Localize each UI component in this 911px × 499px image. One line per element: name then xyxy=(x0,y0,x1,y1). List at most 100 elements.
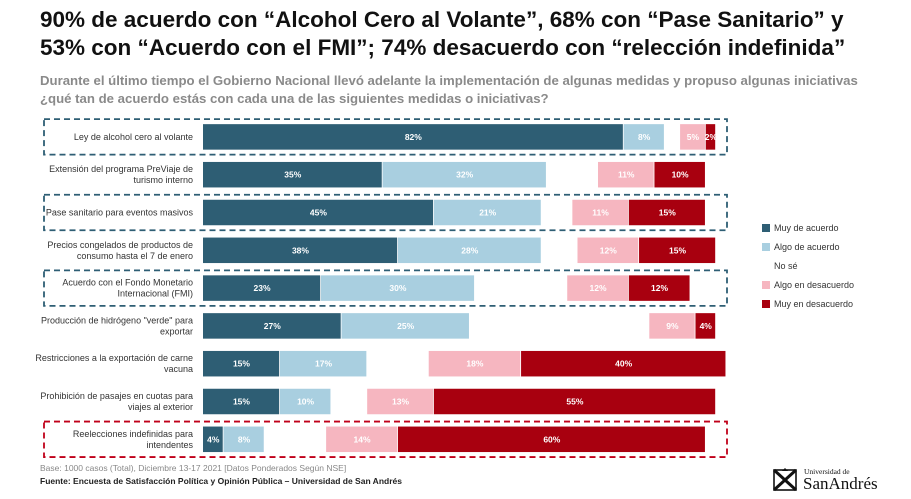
highlight-box xyxy=(43,269,728,307)
category-label: Ley de alcohol cero al volante xyxy=(74,132,193,142)
data-label: 2% xyxy=(705,132,718,142)
bar-segment xyxy=(623,124,664,150)
bar-segment xyxy=(203,199,434,226)
page-subtitle: Durante el último tiempo el Gobierno Nac… xyxy=(40,72,908,108)
base-note: Base: 1000 casos (Total), Diciembre 13-1… xyxy=(40,463,347,473)
bar-segment xyxy=(203,275,321,301)
data-label: 27% xyxy=(264,321,281,331)
bar-segment xyxy=(279,350,367,377)
bar-segment xyxy=(264,426,326,453)
bar-segment xyxy=(331,388,367,415)
category-label: Restricciones a la exportación de carne xyxy=(35,353,193,363)
bar-segment xyxy=(521,350,726,377)
bar-segment xyxy=(577,237,639,264)
bar-segment xyxy=(628,199,705,226)
data-label: 4% xyxy=(207,434,220,444)
bar-segment xyxy=(223,426,264,453)
bar-segment xyxy=(567,275,628,301)
category-label: Prohibición de pasajes en cuotas para xyxy=(40,391,193,401)
legend-swatch xyxy=(762,300,770,308)
data-label: 60% xyxy=(543,434,560,444)
bar-segment xyxy=(367,350,428,377)
bar-segment xyxy=(680,124,705,150)
title-line-2: 53% con “Acuerdo con el FMI”; 74% desacu… xyxy=(40,35,846,60)
bar-segment xyxy=(598,161,654,188)
bar-segment xyxy=(203,313,341,339)
bar-segment xyxy=(639,237,716,264)
data-label: 25% xyxy=(397,321,414,331)
data-label: 12% xyxy=(651,283,668,293)
data-label: 21% xyxy=(479,208,496,218)
data-label: 11% xyxy=(618,170,635,180)
data-label: 45% xyxy=(310,208,327,218)
category-label: Precios congelados de productos de xyxy=(47,240,193,250)
category-label: intendentes xyxy=(146,440,193,450)
bar-segment xyxy=(664,124,680,150)
category-label: turismo interno xyxy=(133,175,193,185)
category-label: exportar xyxy=(160,326,193,336)
legend-entry: Muy en desacuerdo xyxy=(774,299,853,309)
category-label: viajes al exterior xyxy=(128,402,193,412)
data-label: 13% xyxy=(392,397,409,407)
data-label: 15% xyxy=(233,359,250,369)
bar-segment xyxy=(433,199,541,226)
bar-segment xyxy=(367,388,434,415)
data-label: 17% xyxy=(315,359,332,369)
legend-entry: No sé xyxy=(774,261,798,271)
bar-segment xyxy=(203,124,623,150)
data-label: 14% xyxy=(354,434,371,444)
legend-entry: Algo en desacuerdo xyxy=(774,280,854,290)
crest-icon xyxy=(772,468,798,492)
bar-segment xyxy=(326,426,398,453)
legend-entry: Muy de acuerdo xyxy=(774,223,839,233)
category-label: Producción de hidrógeno "verde" para xyxy=(41,315,193,325)
highlight-box xyxy=(43,420,728,458)
data-label: 82% xyxy=(405,132,422,142)
category-label: Internacional (FMI) xyxy=(117,289,193,299)
category-label: vacuna xyxy=(164,364,193,374)
logo-small-text: Universidad de xyxy=(804,467,850,476)
bar-segment xyxy=(433,388,716,415)
data-label: 23% xyxy=(253,283,270,293)
data-label: 8% xyxy=(638,132,651,142)
legend-swatch xyxy=(762,281,770,289)
category-label: Extensión del programa PreViaje de xyxy=(49,164,193,174)
title-line-1: 90% de acuerdo con “Alcohol Cero al Vola… xyxy=(40,7,844,32)
data-label: 15% xyxy=(233,397,250,407)
highlight-box xyxy=(43,193,728,232)
data-label: 5% xyxy=(687,132,700,142)
category-label: consumo hasta el 7 de enero xyxy=(77,251,193,261)
data-label: 8% xyxy=(238,434,251,444)
bar-segment xyxy=(203,237,398,264)
bar-segment xyxy=(649,313,695,339)
data-label: 35% xyxy=(284,170,301,180)
highlight-box xyxy=(43,118,728,156)
category-label: Pase sanitario para eventos masivos xyxy=(46,208,194,218)
data-label: 40% xyxy=(615,359,632,369)
bar-segment xyxy=(628,275,690,301)
bar-segment xyxy=(469,313,649,339)
data-label: 9% xyxy=(666,321,679,331)
bar-segment xyxy=(341,313,469,339)
data-label: 28% xyxy=(461,245,478,255)
bar-segment xyxy=(203,161,382,188)
data-label: 15% xyxy=(659,208,676,218)
subtitle-line-2: ¿qué tan de acuerdo estás con cada una d… xyxy=(40,91,549,106)
bar-segment xyxy=(705,124,716,150)
bar-segment xyxy=(428,350,521,377)
bar-segment xyxy=(397,426,705,453)
logo-big-text: SanAndrés xyxy=(803,474,878,493)
bar-segment xyxy=(203,350,280,377)
bar-segment xyxy=(541,237,577,264)
bar-segment xyxy=(203,426,223,453)
bar-segment xyxy=(654,161,705,188)
subtitle-line-1: Durante el último tiempo el Gobierno Nac… xyxy=(40,73,858,88)
data-label: 4% xyxy=(700,321,713,331)
bar-segment xyxy=(541,199,572,226)
bar-segment xyxy=(695,313,716,339)
bar-segment xyxy=(546,161,598,188)
page-title: 90% de acuerdo con “Alcohol Cero al Vola… xyxy=(40,6,908,62)
data-label: 30% xyxy=(389,283,406,293)
bar-segment xyxy=(397,237,541,264)
legend-entry: Algo de acuerdo xyxy=(774,242,840,252)
